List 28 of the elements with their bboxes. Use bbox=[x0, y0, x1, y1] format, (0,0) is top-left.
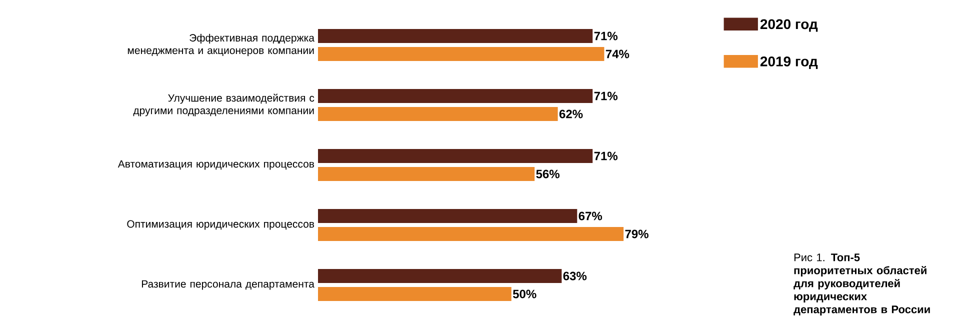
y-tick-label: Эффективная поддержка менеджмента и акционеров компании bbox=[128, 34, 314, 56]
bar bbox=[318, 29, 593, 44]
text: Рис 1. Топ-5 приоритетных областей для руководителей юридических департаментов в России bbox=[794, 254, 930, 316]
bar bbox=[318, 107, 558, 122]
bar bbox=[318, 167, 535, 182]
y-tick-label: Автоматизация юридических процессов bbox=[118, 160, 314, 170]
y-tick-label: Оптимизация юридических процессов bbox=[127, 220, 314, 230]
y-tick-label: Улучшение взаимодействия с другими подразделениями компании bbox=[133, 94, 314, 116]
legend-label: 2020 год bbox=[760, 19, 818, 32]
bar bbox=[318, 47, 604, 62]
data-label: 71% bbox=[594, 32, 618, 40]
bar bbox=[318, 89, 593, 104]
data-label: 71% bbox=[594, 152, 618, 160]
data-label: 63% bbox=[563, 272, 587, 280]
data-label: 67% bbox=[578, 212, 602, 220]
data-label: 50% bbox=[512, 290, 536, 298]
y-tick-label: Развитие персонала департамента bbox=[142, 280, 314, 290]
bar bbox=[318, 287, 512, 302]
data-label: 56% bbox=[536, 170, 560, 178]
legend-label: 2019 год bbox=[760, 56, 818, 70]
bar bbox=[318, 269, 562, 284]
data-label: 62% bbox=[559, 110, 583, 118]
bar bbox=[318, 227, 624, 242]
bar bbox=[318, 209, 578, 224]
data-label: 71% bbox=[594, 92, 618, 100]
data-label: 74% bbox=[606, 50, 630, 58]
bar bbox=[318, 149, 593, 164]
data-label: 79% bbox=[625, 230, 648, 238]
